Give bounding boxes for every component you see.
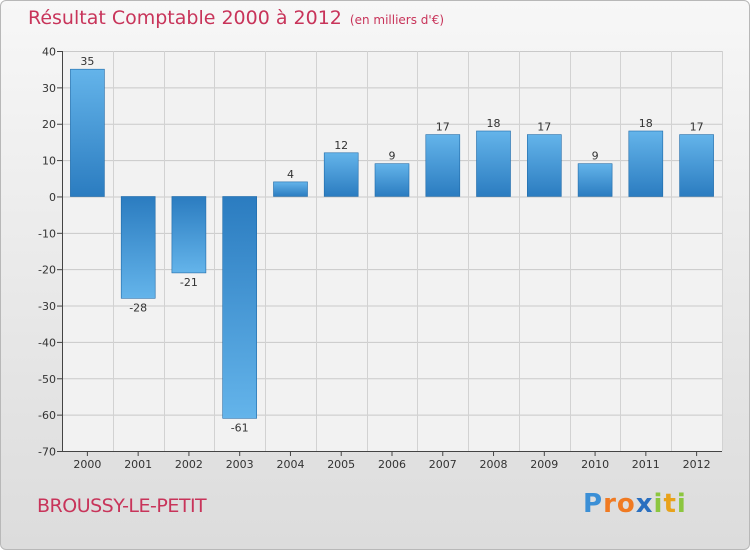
data-label: 9 <box>389 150 396 163</box>
proxiti-logo-letter: t <box>663 489 677 519</box>
proxiti-logo-letter: P <box>583 489 604 519</box>
y-tick-label: 30 <box>42 82 56 95</box>
x-tick-label: 2002 <box>175 458 203 471</box>
data-label: -61 <box>231 421 249 434</box>
data-label: 17 <box>690 121 704 134</box>
data-label: -28 <box>129 301 147 314</box>
proxiti-logo-letter: r <box>603 489 617 519</box>
x-tick-label: 2009 <box>530 458 558 471</box>
data-label: 12 <box>334 139 348 152</box>
bar <box>425 134 461 197</box>
y-tick-label: -40 <box>38 336 56 349</box>
bar <box>577 163 613 197</box>
data-label: 17 <box>436 121 450 134</box>
y-tick-label: 10 <box>42 155 56 168</box>
bar <box>273 181 308 197</box>
bar <box>374 163 410 197</box>
bar <box>476 130 511 197</box>
bar <box>526 134 562 197</box>
y-tick-label: -60 <box>38 409 56 422</box>
proxiti-logo-letter: i <box>676 489 687 519</box>
x-tick-label: 2012 <box>683 458 711 471</box>
bar <box>679 134 714 197</box>
x-tick-label: 2010 <box>581 458 609 471</box>
proxiti-logo-letter: o <box>616 489 636 519</box>
y-tick-label: -10 <box>38 227 56 240</box>
y-tick-label: -50 <box>38 373 56 386</box>
x-tick-label: 2000 <box>73 458 101 471</box>
data-label: 4 <box>287 168 294 181</box>
plot-area <box>62 51 722 451</box>
x-tick-label: 2005 <box>327 458 355 471</box>
y-tick-label: -70 <box>38 446 56 459</box>
bar <box>323 152 359 197</box>
bar <box>222 196 257 419</box>
y-tick-label: -30 <box>38 300 56 313</box>
data-label: 18 <box>639 117 653 130</box>
x-tick-label: 2008 <box>480 458 508 471</box>
proxiti-logo: Proxiti <box>583 489 687 519</box>
town-name: BROUSSY-LE-PETIT <box>37 495 207 517</box>
proxiti-logo-letter: x <box>635 489 654 519</box>
bar <box>70 68 105 197</box>
data-label: 17 <box>537 121 551 134</box>
y-tick-label: 20 <box>42 118 56 131</box>
data-label: 18 <box>487 117 501 130</box>
y-tick-label: 0 <box>49 191 56 204</box>
proxiti-logo-letter: i <box>653 489 664 519</box>
chart-title: Résultat Comptable 2000 à 2012 (en millie… <box>28 7 444 29</box>
chart-subtitle: (en milliers d'€) <box>349 13 445 27</box>
chart-title-text: Résultat Comptable 2000 à 2012 <box>28 7 342 29</box>
bar <box>120 196 156 299</box>
y-tick-label: -20 <box>38 264 56 277</box>
data-label: -21 <box>180 276 198 289</box>
x-tick-label: 2011 <box>632 458 660 471</box>
y-tick-label: 40 <box>42 46 56 59</box>
x-tick-label: 2004 <box>277 458 305 471</box>
bar <box>628 130 664 197</box>
data-label: 9 <box>592 150 599 163</box>
data-label: 35 <box>80 55 94 68</box>
x-tick-label: 2001 <box>124 458 152 471</box>
x-tick-label: 2006 <box>378 458 406 471</box>
x-tick-label: 2003 <box>226 458 254 471</box>
x-tick-label: 2007 <box>429 458 457 471</box>
bar <box>171 196 207 274</box>
